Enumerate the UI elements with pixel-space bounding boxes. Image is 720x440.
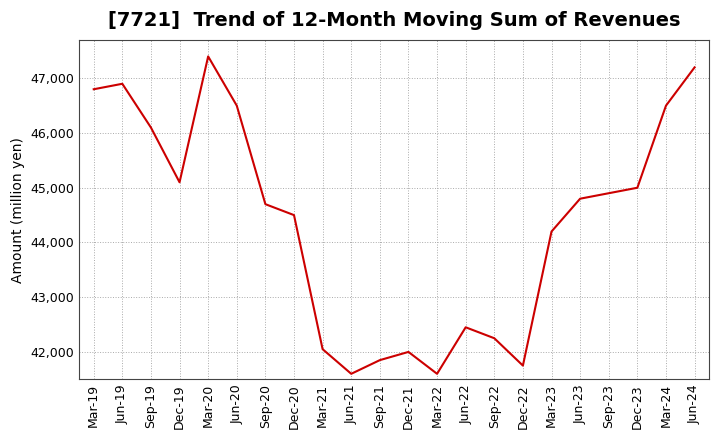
- Y-axis label: Amount (million yen): Amount (million yen): [11, 137, 25, 282]
- Title: [7721]  Trend of 12-Month Moving Sum of Revenues: [7721] Trend of 12-Month Moving Sum of R…: [108, 11, 680, 30]
